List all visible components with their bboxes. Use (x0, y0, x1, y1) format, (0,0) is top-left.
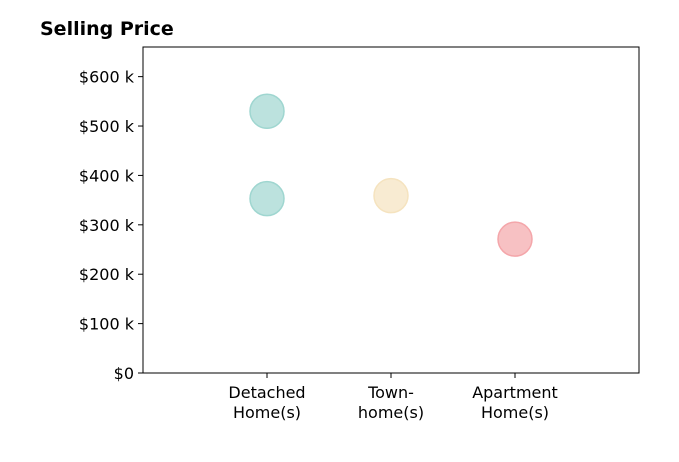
y-tick-label: $300 k (79, 216, 135, 235)
y-axis: $0 $100 k $200 k $300 k $400 k $500 k $600 k (79, 68, 143, 383)
y-tick-label: $400 k (79, 166, 135, 185)
chart-title: Selling Price (40, 18, 174, 40)
x-tick-label: Home(s) (233, 403, 301, 422)
data-point (249, 93, 285, 129)
y-tick-label: $200 k (79, 265, 135, 284)
x-tick-label: Home(s) (481, 403, 549, 422)
y-tick-label: $500 k (79, 117, 135, 136)
y-tick-label: $0 (114, 364, 134, 383)
x-axis: DetachedHome(s)Town-home(s)ApartmentHome… (228, 373, 558, 422)
y-tick-label: $600 k (79, 68, 135, 87)
data-point (497, 221, 533, 257)
data-point (249, 180, 285, 217)
y-tick-label: $100 k (79, 315, 135, 334)
x-tick-label: Detached (228, 383, 305, 402)
data-point (373, 177, 409, 214)
x-tick-label: Town- (367, 383, 414, 402)
x-tick-label: home(s) (358, 403, 424, 422)
x-tick-label: Apartment (472, 383, 558, 402)
points-layer (249, 93, 533, 257)
